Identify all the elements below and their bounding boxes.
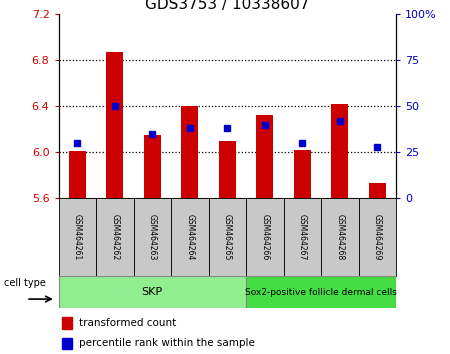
Bar (62, 317, 72, 329)
Bar (294, 150, 310, 198)
Bar (96, 198, 134, 276)
Text: GSM464261: GSM464261 (73, 214, 82, 260)
Bar (246, 276, 396, 308)
Text: GSM464267: GSM464267 (298, 214, 307, 261)
Bar (171, 198, 208, 276)
Text: SKP: SKP (142, 287, 163, 297)
Text: cell type: cell type (4, 278, 46, 288)
Text: GSM464268: GSM464268 (335, 214, 344, 260)
Text: GSM464264: GSM464264 (185, 214, 194, 261)
Text: GSM464266: GSM464266 (260, 214, 269, 261)
Text: transformed count: transformed count (79, 318, 176, 328)
Bar (359, 198, 396, 276)
Bar (369, 183, 386, 198)
Bar (284, 198, 321, 276)
Bar (181, 106, 198, 198)
Bar (219, 141, 236, 198)
Text: percentile rank within the sample: percentile rank within the sample (79, 338, 255, 348)
Title: GDS3753 / 10338607: GDS3753 / 10338607 (145, 0, 310, 12)
Bar (144, 135, 161, 198)
Bar (208, 198, 246, 276)
Bar (134, 198, 171, 276)
Bar (256, 115, 273, 198)
Text: GSM464269: GSM464269 (373, 214, 382, 261)
Bar (246, 198, 284, 276)
Text: Sox2-positive follicle dermal cells: Sox2-positive follicle dermal cells (245, 287, 397, 297)
Bar (69, 151, 86, 198)
Bar (331, 104, 348, 198)
Text: GSM464265: GSM464265 (223, 214, 232, 261)
Bar (58, 198, 96, 276)
Bar (58, 276, 246, 308)
Bar (321, 198, 359, 276)
Bar (62, 338, 72, 349)
Bar (106, 52, 123, 198)
Text: GSM464263: GSM464263 (148, 214, 157, 261)
Text: GSM464262: GSM464262 (110, 214, 119, 260)
